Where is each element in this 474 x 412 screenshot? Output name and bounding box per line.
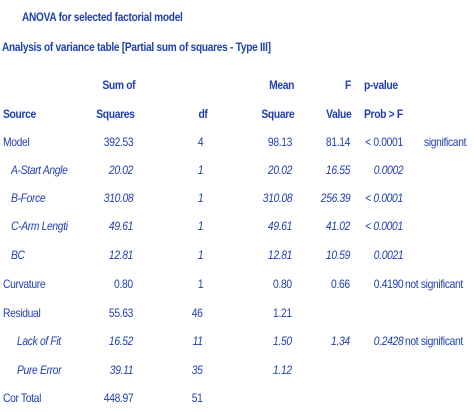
cell-df: 46 <box>192 306 203 320</box>
cell-f-value: 1.34 <box>331 334 350 348</box>
cell-p-value: 0.0002 <box>373 163 403 177</box>
cell-f-value: 256.39 <box>320 191 350 205</box>
cell-sum-of-squares: 448.97 <box>103 391 133 405</box>
header-p-value: p-value <box>364 78 398 92</box>
cell-f-value: 41.02 <box>325 219 350 233</box>
cell-significance: not significant <box>405 334 463 348</box>
cell-source: Pure Error <box>17 363 62 377</box>
cell-p-value: 0.4190 <box>373 277 403 291</box>
cell-mean-square: 1.50 <box>273 334 292 348</box>
cell-source: Model <box>3 135 30 149</box>
cell-f-value: 0.66 <box>331 277 350 291</box>
cell-sum-of-squares: 49.61 <box>108 219 133 233</box>
cell-p-value: < 0.0001 <box>365 191 403 205</box>
cell-f-value: 10.59 <box>325 248 350 262</box>
cell-f-value: 81.14 <box>325 135 350 149</box>
cell-mean-square: 1.21 <box>273 306 292 320</box>
cell-p-value: < 0.0001 <box>365 219 403 233</box>
cell-sum-of-squares: 310.08 <box>103 191 133 205</box>
anova-title: ANOVA for selected factorial model <box>22 10 183 24</box>
cell-source: Curvature <box>3 277 46 291</box>
cell-df: 35 <box>192 363 203 377</box>
cell-mean-square: 98.13 <box>267 135 292 149</box>
header-sum-of: Sum of <box>102 78 135 92</box>
cell-p-value: 0.2428 <box>373 334 403 348</box>
header-f: F <box>345 78 351 92</box>
cell-significance: not significant <box>405 277 463 291</box>
cell-source: Residual <box>3 306 41 320</box>
cell-sum-of-squares: 55.63 <box>108 306 133 320</box>
header-df: df <box>198 107 208 121</box>
cell-df: 1 <box>197 248 204 262</box>
cell-sum-of-squares: 12.81 <box>108 248 133 262</box>
cell-p-value: < 0.0001 <box>365 135 403 149</box>
cell-df: 1 <box>197 191 204 205</box>
cell-f-value: 16.55 <box>325 163 350 177</box>
cell-sum-of-squares: 392.53 <box>103 135 133 149</box>
cell-mean-square: 310.08 <box>262 191 292 205</box>
cell-df: 1 <box>197 163 204 177</box>
cell-sum-of-squares: 0.80 <box>114 277 133 291</box>
cell-source: BC <box>11 248 25 262</box>
cell-sum-of-squares: 16.52 <box>108 334 133 348</box>
cell-mean-square: 12.81 <box>267 248 292 262</box>
header-source: Source <box>3 107 36 121</box>
cell-sum-of-squares: 39.11 <box>109 363 134 377</box>
cell-source: Cor Total <box>3 391 42 405</box>
cell-df: 1 <box>197 277 204 291</box>
header-mean: Mean <box>268 78 294 92</box>
cell-source: B-Force <box>11 191 46 205</box>
cell-df: 11 <box>192 334 203 348</box>
cell-p-value: 0.0021 <box>373 248 403 262</box>
cell-df: 4 <box>197 135 204 149</box>
header-value: Value <box>325 107 352 121</box>
header-square: Square <box>261 107 294 121</box>
cell-mean-square: 1.12 <box>273 363 292 377</box>
cell-mean-square: 20.02 <box>267 163 292 177</box>
cell-significance: significant <box>424 135 467 149</box>
anova-subtitle: Analysis of variance table [Partial sum … <box>2 40 271 54</box>
cell-mean-square: 49.61 <box>267 219 292 233</box>
cell-df: 51 <box>192 391 203 405</box>
cell-mean-square: 0.80 <box>273 277 292 291</box>
cell-df: 1 <box>197 219 204 233</box>
cell-source: A-Start Angle <box>11 163 68 177</box>
header-prob: Prob > F <box>364 107 403 121</box>
cell-sum-of-squares: 20.02 <box>108 163 133 177</box>
cell-source: Lack of Fit <box>17 334 61 348</box>
header-squares: Squares <box>96 107 136 121</box>
cell-source: C-Arm Lengti <box>11 219 68 233</box>
